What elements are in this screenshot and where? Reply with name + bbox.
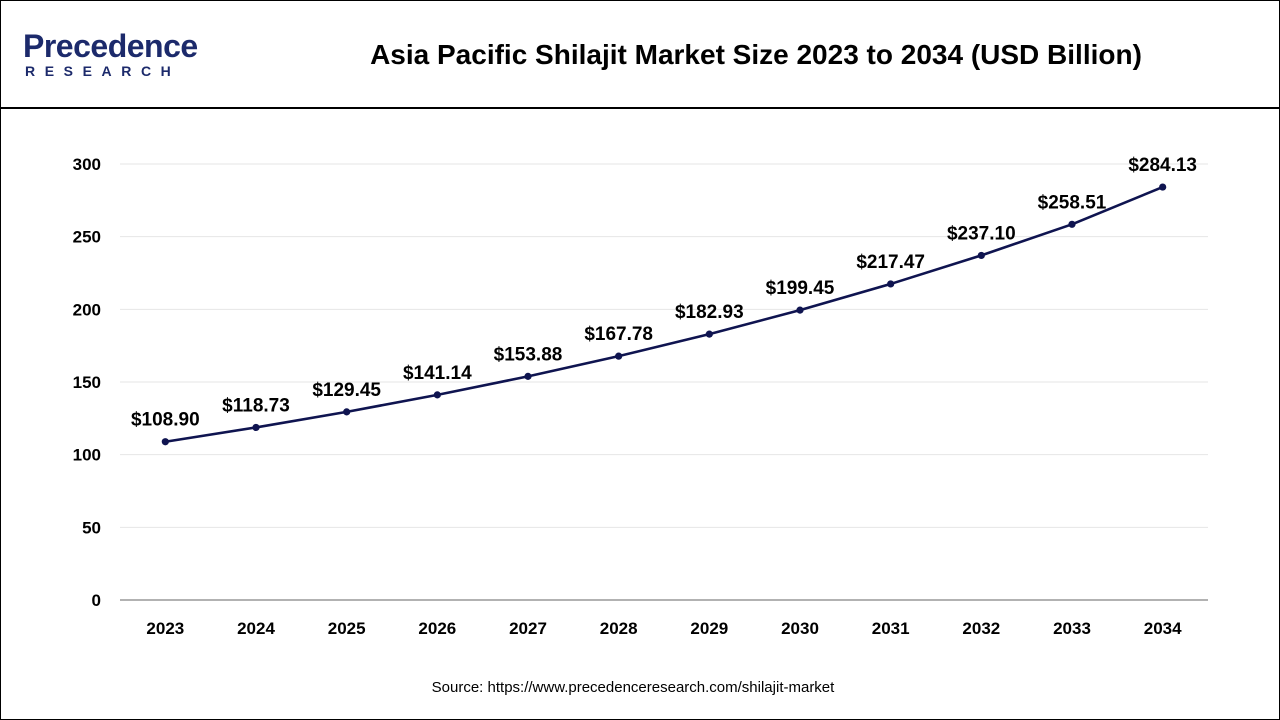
data-point: [705, 330, 713, 338]
data-label: $258.51: [1038, 192, 1107, 213]
data-label: $217.47: [856, 252, 925, 273]
chart-title: Asia Pacific Shilajit Market Size 2023 t…: [370, 39, 1142, 70]
data-label: $141.14: [403, 363, 472, 384]
data-point: [796, 306, 804, 314]
series-line: [164, 185, 1164, 444]
x-tick-label: 2026: [418, 619, 456, 638]
y-tick-label: 0: [92, 591, 101, 610]
x-tick-label: 2027: [509, 619, 547, 638]
data-point: [343, 408, 351, 416]
data-point: [1068, 220, 1076, 228]
data-point: [524, 372, 532, 380]
x-tick-label: 2033: [1053, 619, 1091, 638]
data-label: $129.45: [312, 380, 381, 401]
y-tick-label: 100: [73, 446, 101, 465]
data-label: $284.13: [1128, 155, 1197, 176]
x-tick-label: 2034: [1144, 619, 1182, 638]
x-tick-label: 2030: [781, 619, 819, 638]
logo-subtitle: RESEARCH: [25, 63, 181, 79]
y-tick-label: 50: [82, 518, 101, 537]
data-point: [161, 438, 169, 446]
data-point: [887, 280, 895, 288]
data-label: $118.73: [222, 395, 290, 416]
data-point: [615, 352, 623, 360]
x-tick-label: 2028: [600, 619, 638, 638]
y-tick-label: 200: [73, 300, 101, 319]
x-tick-label: 2024: [237, 619, 275, 638]
x-tick-label: 2025: [328, 619, 366, 638]
x-tick-label: 2023: [146, 619, 184, 638]
x-tick-label: 2031: [872, 619, 910, 638]
data-label: $199.45: [766, 278, 835, 299]
source-note: Source: https://www.precedenceresearch.c…: [431, 679, 835, 696]
data-label: $167.78: [584, 324, 653, 345]
y-tick-label: 250: [73, 228, 101, 247]
logo-wordmark: Precedence: [23, 28, 198, 64]
x-tick-label: 2029: [690, 619, 728, 638]
data-label: $153.88: [494, 344, 563, 365]
data-point: [252, 423, 260, 432]
data-label: $182.93: [675, 302, 744, 323]
brand-logo: Precedence RESEARCH: [23, 29, 213, 85]
data-point: [433, 391, 441, 399]
data-point: [1159, 183, 1167, 191]
data-point: [977, 251, 985, 260]
data-label: $237.10: [947, 223, 1016, 244]
y-tick-label: 300: [73, 155, 101, 174]
data-label: $108.90: [131, 410, 200, 431]
x-tick-label: 2032: [962, 619, 1000, 638]
header: Precedence RESEARCH Asia Pacific Shilaji…: [1, 1, 1279, 109]
y-tick-label: 150: [73, 373, 101, 392]
